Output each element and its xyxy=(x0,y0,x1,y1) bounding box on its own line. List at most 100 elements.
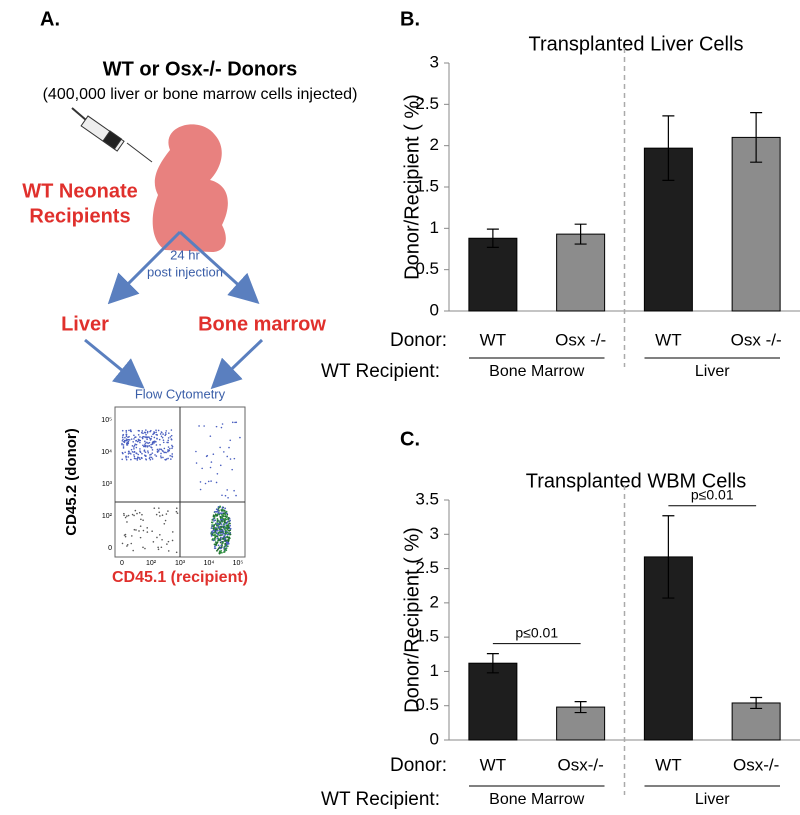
flow-dot xyxy=(214,545,216,548)
flow-dot xyxy=(219,534,221,537)
flow-dot xyxy=(226,543,229,545)
error-bar xyxy=(574,223,587,245)
flow-dot xyxy=(144,547,146,550)
flow-dot xyxy=(147,442,149,445)
flow-dot xyxy=(126,543,129,546)
flow-dot xyxy=(171,456,174,458)
flow-dot xyxy=(163,451,165,454)
flow-dot xyxy=(158,438,161,441)
flow-dot xyxy=(145,429,147,431)
flow-dot xyxy=(170,458,172,460)
flow-dot xyxy=(229,519,231,522)
flow-dot xyxy=(217,511,220,514)
flow-dot xyxy=(141,436,143,439)
flow-dot xyxy=(151,452,154,454)
flow-dot xyxy=(125,456,127,459)
flow-dot xyxy=(163,447,166,450)
flow-dot xyxy=(215,425,218,428)
flow-dot xyxy=(215,508,218,511)
y-axis-label: Donor/Recipient ( %) xyxy=(401,527,423,713)
flow-dot xyxy=(142,546,144,549)
group-label: Bone Marrow xyxy=(489,791,585,808)
flow-dot xyxy=(124,516,127,519)
flow-dot xyxy=(217,509,219,511)
flow-dot xyxy=(209,466,212,469)
flow-dot xyxy=(225,512,228,515)
flow-dot xyxy=(167,457,169,460)
flow-dot xyxy=(215,526,217,529)
flow-dot xyxy=(138,457,141,459)
error-bar xyxy=(486,653,499,674)
flow-dot xyxy=(134,443,136,446)
flow-dot xyxy=(139,458,141,461)
flow-dot xyxy=(121,439,124,442)
flow-dot xyxy=(148,445,151,447)
flow-dot xyxy=(212,527,215,530)
flow-dot xyxy=(218,546,221,549)
flow-dot xyxy=(122,444,125,446)
flow-dot xyxy=(133,514,135,517)
flow-dot xyxy=(138,511,141,514)
flow-dot xyxy=(135,446,138,449)
flow-dot xyxy=(135,439,138,442)
flow-dot xyxy=(161,538,163,541)
flow-dot xyxy=(166,543,168,545)
flow-dot xyxy=(231,421,234,424)
flow-dot xyxy=(128,450,130,453)
flow-dot xyxy=(222,509,225,512)
flow-dot xyxy=(125,431,128,433)
flow-dot xyxy=(226,531,229,534)
branch-label: Liver xyxy=(61,313,109,335)
flow-dot xyxy=(140,456,143,459)
flow-dot xyxy=(176,512,179,514)
row-label: WT Recipient: xyxy=(321,361,440,382)
flow-dot xyxy=(150,438,152,440)
flow-dot xyxy=(123,512,125,515)
flow-dot xyxy=(234,421,236,424)
flow-dot xyxy=(160,448,162,451)
flow-dot xyxy=(219,551,222,554)
flow-dot xyxy=(216,518,219,520)
flow-dot xyxy=(170,438,173,440)
flow-dot xyxy=(133,455,136,458)
flow-dot xyxy=(162,456,164,459)
flow-y-tick: 10² xyxy=(102,513,113,520)
flow-dot xyxy=(213,534,216,537)
flow-dot xyxy=(201,467,203,470)
flow-dot xyxy=(224,518,227,521)
flow-dot xyxy=(220,519,223,522)
flow-dot xyxy=(121,443,123,446)
flow-dot xyxy=(153,436,156,439)
flow-dot xyxy=(148,436,150,438)
recipient-label: WT Neonate xyxy=(22,180,138,202)
flow-dot xyxy=(143,435,145,438)
flow-dot xyxy=(122,438,124,441)
flow-dot xyxy=(131,451,134,453)
flow-dot xyxy=(219,541,222,544)
flow-dot xyxy=(157,548,160,551)
flow-dot xyxy=(137,438,140,441)
flow-dot xyxy=(137,433,140,436)
flow-dot xyxy=(221,518,223,521)
x-tick-label: Osx -/- xyxy=(731,330,782,349)
flow-dots xyxy=(121,421,241,555)
flow-dot xyxy=(170,429,173,431)
flow-dot xyxy=(169,436,172,438)
flow-dot xyxy=(155,444,158,446)
flow-dot xyxy=(156,450,159,453)
flow-dot xyxy=(138,430,140,432)
flow-dot xyxy=(220,513,223,516)
flow-dot xyxy=(222,540,224,543)
y-tick-label: 0 xyxy=(430,300,439,319)
flow-dot xyxy=(130,453,132,455)
bar xyxy=(468,237,518,312)
flow-dot xyxy=(144,445,146,448)
flow-dot xyxy=(220,530,222,532)
flow-dot xyxy=(212,453,215,456)
flow-dot xyxy=(219,526,222,528)
flow-dot xyxy=(124,436,126,439)
chart-title: Transplanted Liver Cells xyxy=(529,33,744,55)
flow-dot xyxy=(125,429,128,432)
flow-dot xyxy=(221,515,224,518)
panel-a: A. WT or Osx-/- Donors (400,000 liver or… xyxy=(22,8,357,586)
